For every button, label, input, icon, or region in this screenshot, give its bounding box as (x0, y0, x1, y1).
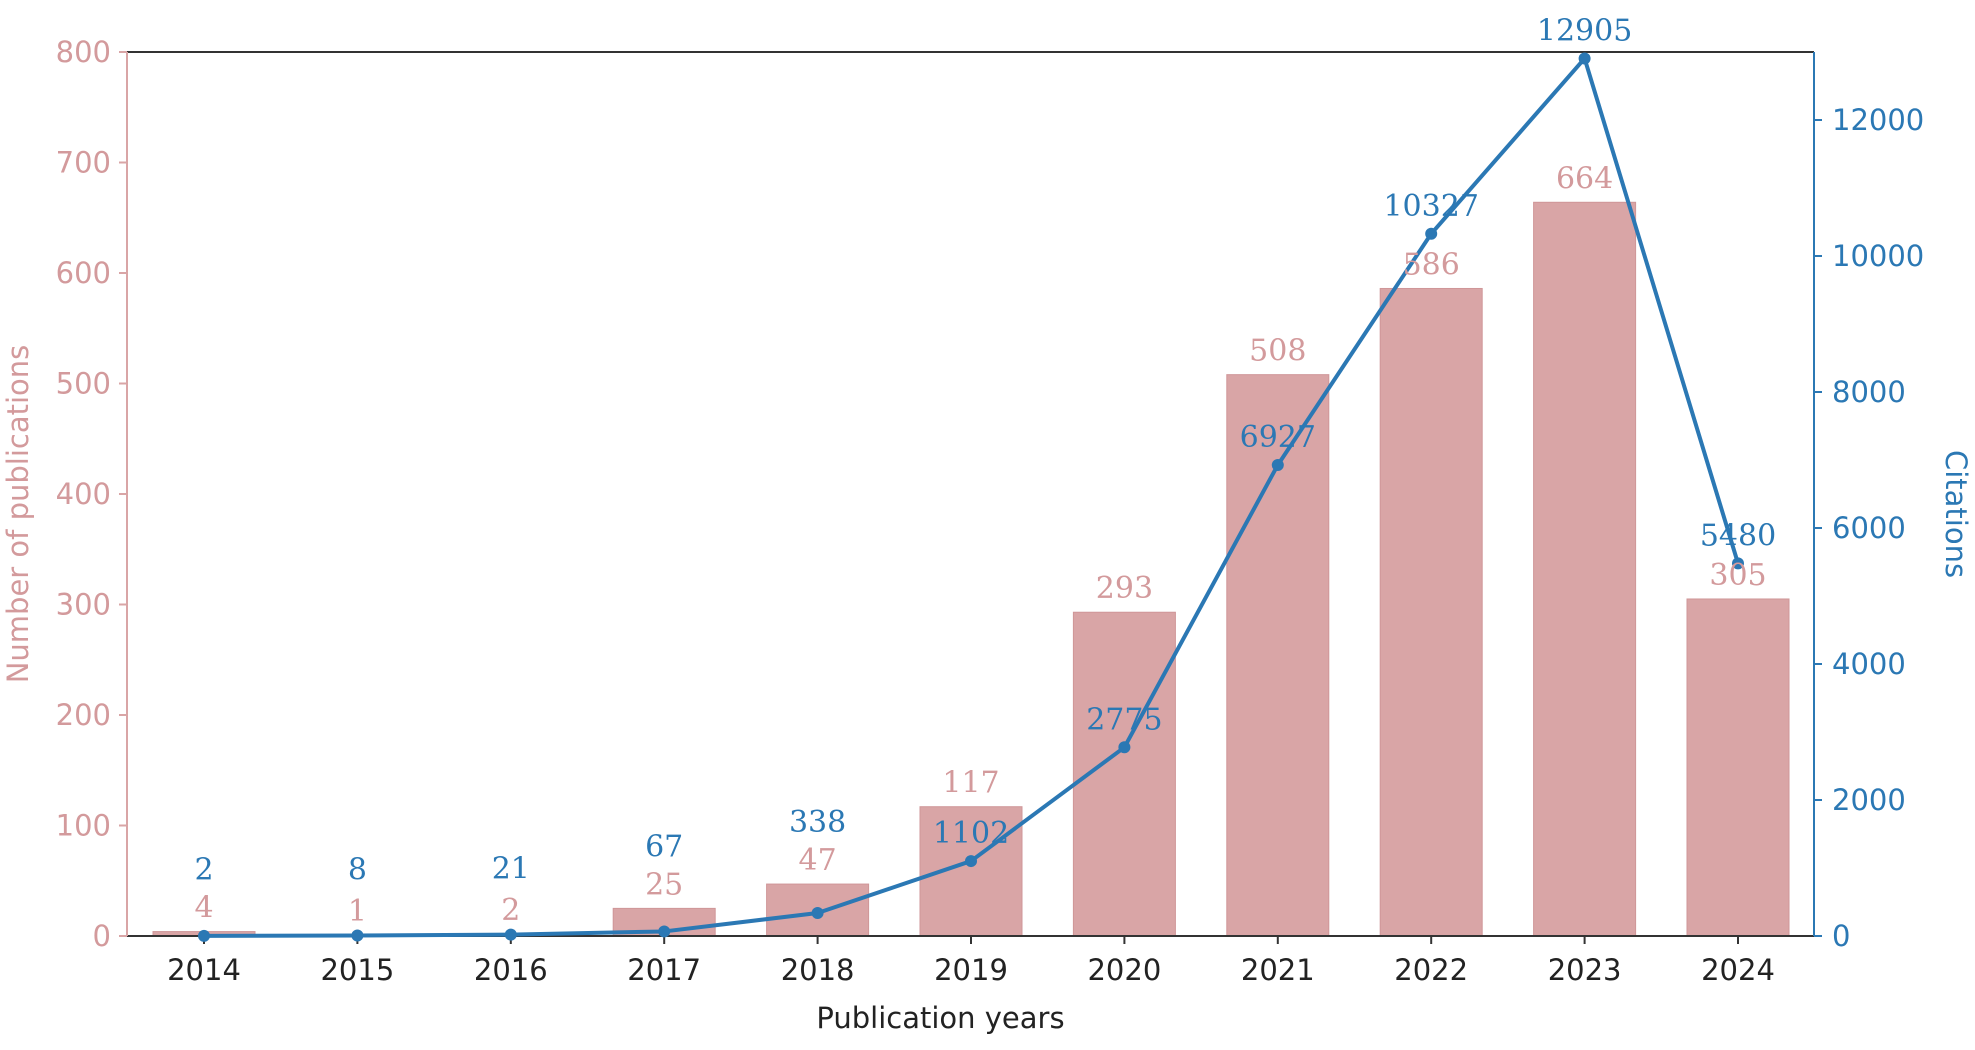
right-tick-label: 8000 (1832, 375, 1906, 409)
bar-2022 (1379, 287, 1483, 937)
citation-point-2017 (658, 925, 671, 938)
right-tick-label: 6000 (1832, 511, 1906, 545)
left-tick-label: 400 (56, 477, 111, 511)
citation-value-label: 10327 (1383, 189, 1478, 224)
right-tick-label: 0 (1832, 919, 1850, 953)
x-tick-label: 2019 (934, 953, 1008, 987)
x-tick-label: 2020 (1087, 953, 1161, 987)
x-tick-label: 2024 (1701, 953, 1775, 987)
x-tick-label: 2021 (1241, 953, 1315, 987)
citation-value-label: 1102 (933, 816, 1009, 851)
bar-value-label: 25 (645, 867, 683, 902)
right-tick-label: 2000 (1832, 783, 1906, 817)
citation-value-label: 338 (789, 805, 846, 840)
citation-point-2022 (1425, 227, 1438, 240)
bar-value-label: 508 (1249, 334, 1306, 369)
x-tick-label: 2014 (167, 953, 241, 987)
bar-2024 (1686, 598, 1790, 937)
left-tick-label: 500 (56, 367, 111, 401)
citation-value-label: 2 (194, 853, 213, 888)
citation-point-2014 (198, 929, 210, 942)
x-tick-label: 2022 (1394, 953, 1468, 987)
bar-value-label: 4 (194, 891, 213, 926)
x-tick-label: 2017 (627, 953, 701, 987)
right-tick-label: 12000 (1832, 103, 1924, 137)
y-axis-title: Number of publications (1, 345, 35, 684)
citation-point-2018 (811, 907, 824, 920)
citation-point-2024 (1732, 557, 1744, 570)
bar-value-label: 586 (1403, 247, 1460, 282)
bar-2023 (1533, 201, 1637, 937)
citation-point-2019 (965, 855, 977, 868)
x-tick-label: 2015 (320, 953, 394, 987)
bar-value-label: 1 (348, 894, 367, 929)
citation-value-label: 12905 (1537, 13, 1632, 48)
left-tick-label: 700 (56, 146, 111, 180)
x-tick-label: 2023 (1548, 953, 1622, 987)
citation-value-label: 5480 (1700, 518, 1776, 553)
citation-value-label: 8 (348, 852, 367, 887)
bar-2019 (919, 806, 1023, 937)
left-tick-label: 100 (56, 809, 111, 843)
bar-value-label: 664 (1556, 161, 1613, 196)
bar-value-label: 293 (1096, 571, 1153, 606)
y2-axis-title: Citations (1939, 450, 1973, 578)
citations-line (203, 56, 1740, 938)
citation-point-2020 (1118, 741, 1131, 754)
bar-value-label: 305 (1709, 558, 1766, 593)
citation-point-2021 (1271, 458, 1284, 471)
x-axis-title: Publication years (816, 1001, 1064, 1035)
left-tick-label: 800 (56, 35, 111, 69)
citation-point-2015 (351, 929, 364, 942)
x-tick-label: 2016 (474, 953, 548, 987)
bar-value-label: 2 (501, 893, 520, 928)
x-tick-label: 2018 (781, 953, 855, 987)
bar-2021 (1226, 374, 1330, 937)
citation-value-label: 67 (645, 829, 683, 864)
left-tick-label: 600 (56, 256, 111, 290)
left-tick-label: 0 (93, 919, 111, 953)
bar-2020 (1072, 611, 1176, 937)
bar-value-label: 47 (799, 843, 837, 878)
citation-value-label: 6927 (1240, 420, 1316, 455)
left-tick-label: 300 (56, 588, 111, 622)
right-tick-label: 4000 (1832, 647, 1906, 681)
citation-value-label: 2775 (1086, 702, 1162, 737)
citation-point-2023 (1578, 52, 1591, 65)
bar-value-label: 117 (942, 766, 999, 801)
right-tick-label: 10000 (1832, 239, 1924, 273)
citation-point-2016 (504, 928, 517, 941)
citation-value-label: 21 (492, 852, 530, 887)
left-tick-label: 200 (56, 698, 111, 732)
